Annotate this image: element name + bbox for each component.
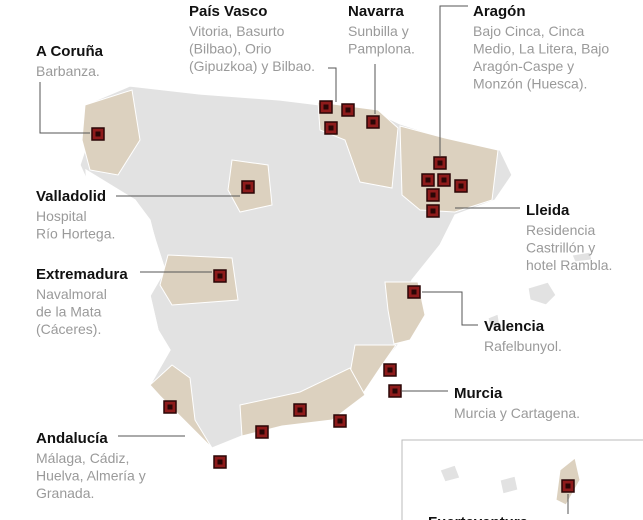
- outbreak-marker-core: [297, 407, 303, 413]
- location-title: Aragón: [473, 3, 526, 20]
- location-title: Valencia: [484, 318, 545, 335]
- outbreak-marker-core: [437, 160, 443, 166]
- outbreak-marker-core: [411, 289, 417, 295]
- labels: A Coruña Barbanza. País Vasco Vitoria, Basu…: [36, 3, 612, 520]
- land: [79, 85, 643, 520]
- outbreak-marker-core: [245, 184, 251, 190]
- portugal: [85, 168, 171, 391]
- location-detail: Bajo Cinca, Cinca: [473, 23, 584, 39]
- location-detail: hotel Rambla.: [526, 257, 612, 273]
- location-detail: Granada.: [36, 485, 94, 501]
- leader-line: [39, 82, 90, 134]
- location-detail: (Cáceres).: [36, 321, 101, 337]
- leaders: [39, 5, 569, 514]
- location-detail: Río Hortega.: [36, 226, 115, 242]
- location-detail: Medio, La Litera, Bajo: [473, 41, 609, 57]
- outbreak-marker-core: [328, 125, 334, 131]
- markers: [91, 100, 575, 493]
- location-detail: Vitoria, Basurto: [189, 23, 285, 39]
- leader-line: [422, 291, 478, 326]
- mallorca: [527, 281, 557, 306]
- outbreak-marker-core: [425, 177, 431, 183]
- location-title: País Vasco: [189, 3, 267, 20]
- outbreak-marker-core: [430, 192, 436, 198]
- location-detail: Hospital: [36, 208, 87, 224]
- location-detail: de la Mata: [36, 304, 102, 320]
- outbreak-marker-core: [323, 104, 329, 110]
- location-detail: Málaga, Cádiz,: [36, 450, 129, 466]
- outbreak-marker-core: [565, 483, 571, 489]
- outbreak-marker-core: [167, 404, 173, 410]
- outbreak-marker-core: [217, 459, 223, 465]
- location-title: A Coruña: [36, 43, 104, 60]
- location-title: Murcia: [454, 385, 503, 402]
- location-detail: Sunbilla y: [348, 23, 409, 39]
- canary-islands: [499, 475, 519, 495]
- location-title: Navarra: [348, 3, 405, 20]
- outbreak-marker-core: [345, 107, 351, 113]
- outbreak-marker-core: [387, 367, 393, 373]
- location-title: Andalucía: [36, 430, 108, 447]
- location-title: Lleida: [526, 202, 570, 219]
- outbreak-marker-core: [441, 177, 447, 183]
- leader-line: [328, 67, 337, 102]
- location-detail: Rafelbunyol.: [484, 338, 562, 354]
- location-detail: Pamplona.: [348, 41, 415, 57]
- outbreak-marker-core: [370, 119, 376, 125]
- location-detail: Navalmoral: [36, 286, 107, 302]
- outbreak-marker-core: [458, 183, 464, 189]
- leader-line: [439, 5, 468, 156]
- outbreak-marker-core: [217, 273, 223, 279]
- canary-box: [401, 439, 643, 520]
- location-detail: Castrillón y: [526, 240, 595, 256]
- outbreak-marker-core: [95, 131, 101, 137]
- location-detail: Barbanza.: [36, 63, 100, 79]
- caceres: [159, 254, 239, 306]
- outbreak-marker-core: [392, 388, 398, 394]
- menorca: [571, 251, 593, 263]
- location-title: Fuerteventura: [428, 514, 529, 520]
- location-detail: Murcia y Cartagena.: [454, 405, 580, 421]
- outbreak-marker-core: [259, 429, 265, 435]
- outbreak-marker-core: [430, 208, 436, 214]
- canary-islands: [439, 464, 461, 483]
- location-detail: Aragón-Caspe y: [473, 58, 574, 74]
- location-detail: (Gipuzkoa) y Bilbao.: [189, 58, 315, 74]
- aragon: [399, 125, 499, 213]
- location-title: Valladolid: [36, 188, 106, 205]
- location-detail: Monzón (Huesca).: [473, 76, 587, 92]
- location-detail: Residencia: [526, 222, 595, 238]
- ibiza: [487, 313, 501, 329]
- location-detail: (Bilbao), Orio: [189, 41, 272, 57]
- outbreak-marker-core: [337, 418, 343, 424]
- location-title: Extremadura: [36, 266, 128, 283]
- galicia: [81, 89, 141, 176]
- location-detail: Huelva, Almería y: [36, 468, 146, 484]
- andalucia-east: [239, 367, 366, 437]
